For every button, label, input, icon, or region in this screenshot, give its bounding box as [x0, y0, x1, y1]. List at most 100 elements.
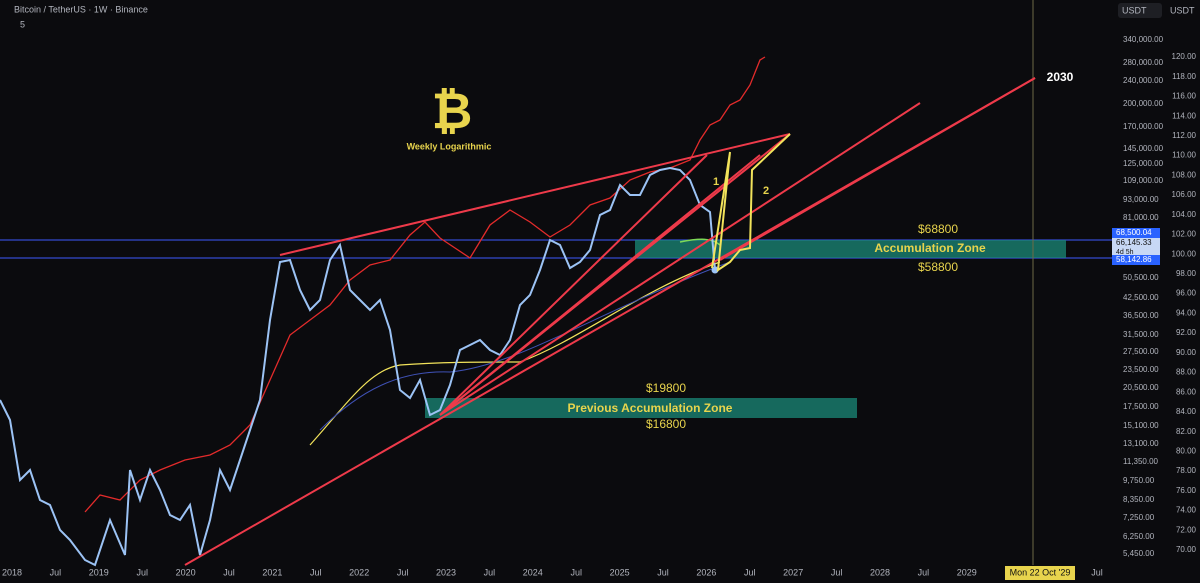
time-label: 2026 — [696, 567, 716, 577]
price-line — [0, 166, 716, 567]
scale-label: 94.00 — [1176, 308, 1197, 317]
price-label: 42,500.00 — [1123, 293, 1159, 302]
scale-label: 116.00 — [1172, 92, 1196, 101]
price-label: 93,000.00 — [1123, 195, 1159, 204]
price-label: 240,000.00 — [1123, 76, 1164, 85]
price-label: 31,500.00 — [1123, 330, 1159, 339]
label: $58800 — [918, 260, 958, 274]
scale-label: 102.00 — [1172, 230, 1197, 239]
scale-label: 106.00 — [1172, 190, 1197, 199]
time-label: Jul — [570, 567, 582, 577]
price-label: 11,350.00 — [1123, 457, 1159, 466]
time-label: Jul — [744, 567, 756, 577]
price-badge — [1112, 255, 1160, 265]
price-label: 200,000.00 — [1123, 99, 1164, 108]
price-label: 340,000.00 — [1123, 35, 1164, 44]
time-label: 2027 — [783, 567, 803, 577]
time-label: Jul — [484, 567, 496, 577]
scale-label: 78.00 — [1176, 466, 1197, 475]
currency[interactable]: USDT — [1122, 5, 1147, 15]
price-label: 36,500.00 — [1123, 311, 1159, 320]
scale-label: 82.00 — [1176, 427, 1197, 436]
scale-label: 104.00 — [1172, 210, 1197, 219]
trend-lines — [184, 77, 1036, 566]
price-badge-text: 66,145.33 — [1116, 238, 1152, 247]
currency-select[interactable] — [1118, 3, 1162, 18]
price-label: 27,500.00 — [1123, 347, 1159, 356]
time-label: Jul — [50, 567, 62, 577]
price-dot — [711, 266, 719, 274]
time-label: Jul — [918, 567, 930, 577]
scale-label: 74.00 — [1176, 506, 1197, 515]
time-label: Jul — [223, 567, 235, 577]
price-label: 6,250.00 — [1123, 532, 1155, 541]
price-label: 23,500.00 — [1123, 365, 1159, 374]
label: Previous Accumulation Zone — [568, 401, 733, 415]
time-label: Jul — [136, 567, 148, 577]
price-badge-text: 68,500.04 — [1116, 228, 1152, 237]
scale-label: 110.00 — [1172, 151, 1196, 160]
label: 1 — [713, 176, 719, 188]
scale-label: 88.00 — [1176, 368, 1197, 377]
scale-label: 70.00 — [1176, 545, 1197, 554]
price-label: 280,000.00 — [1123, 58, 1164, 67]
previous-zone — [425, 398, 857, 418]
label: $68800 — [918, 222, 958, 236]
time-label: Jul — [310, 567, 322, 577]
moving-average — [679, 238, 721, 246]
price-label: 7,250.00 — [1123, 513, 1155, 522]
chart-title: Weekly Logarithmic — [407, 141, 492, 151]
price-label: 50,500.00 — [1123, 273, 1159, 282]
price-label: 170,000.00 — [1123, 122, 1164, 131]
time-label: 2021 — [262, 567, 282, 577]
time-label: Jul — [657, 567, 669, 577]
scale-label: 98.00 — [1176, 269, 1197, 278]
accumulation-zone — [635, 240, 1066, 258]
label: Accumulation Zone — [874, 241, 986, 255]
scale-label: 120.00 — [1172, 52, 1197, 61]
price-label: 125,000.00 — [1123, 159, 1164, 168]
price-badge-text: 58,142.86 — [1116, 255, 1152, 264]
price-label: 109,000.00 — [1123, 176, 1164, 185]
label: $16800 — [646, 417, 686, 431]
time-label: 2023 — [436, 567, 456, 577]
label: 2 — [763, 185, 769, 197]
price-label: 15,100.00 — [1123, 421, 1159, 430]
price-label: 9,750.00 — [1123, 476, 1155, 485]
scale-label: 76.00 — [1176, 486, 1197, 495]
price-label: 13,100.00 — [1123, 439, 1159, 448]
header-title: Bitcoin / TetherUS · 1W · Binance — [14, 4, 148, 14]
scale-label: 108.00 — [1172, 170, 1197, 179]
currency: USDT — [1170, 5, 1195, 15]
scale-label: 96.00 — [1176, 289, 1197, 298]
scale-label: 100.00 — [1172, 249, 1197, 258]
time-label: 2024 — [523, 567, 543, 577]
crosshair-date: Mon 22 Oct '29 — [1010, 567, 1071, 577]
time-label: 2018 — [2, 567, 22, 577]
moving-average — [319, 261, 731, 431]
scale-label: 86.00 — [1176, 387, 1197, 396]
time-label: 2022 — [349, 567, 369, 577]
price-badge — [1112, 238, 1160, 257]
time-label: 2029 — [957, 567, 977, 577]
bitcoin-logo: ₿ — [432, 83, 473, 139]
price-badge-text: 4d 5h — [1116, 249, 1134, 256]
scale-label: 84.00 — [1176, 407, 1197, 416]
scale-label: 90.00 — [1176, 348, 1197, 357]
time-label: 2028 — [870, 567, 890, 577]
price-label: 5,450.00 — [1123, 549, 1155, 558]
price-label: 17,500.00 — [1123, 402, 1159, 411]
scale-label: 72.00 — [1176, 525, 1197, 534]
price-ma — [84, 56, 766, 513]
label: 2030 — [1047, 70, 1074, 84]
scale-label: 92.00 — [1176, 328, 1197, 337]
time-label: Jul — [397, 567, 409, 577]
price-label: 81,000.00 — [1123, 213, 1159, 222]
label: $19800 — [646, 381, 686, 395]
scale-label: 80.00 — [1176, 447, 1197, 456]
price-badge — [1112, 228, 1160, 238]
price-label: 20,500.00 — [1123, 383, 1159, 392]
scale-label: 114.00 — [1172, 111, 1196, 120]
price-label: 8,350.00 — [1123, 495, 1155, 504]
